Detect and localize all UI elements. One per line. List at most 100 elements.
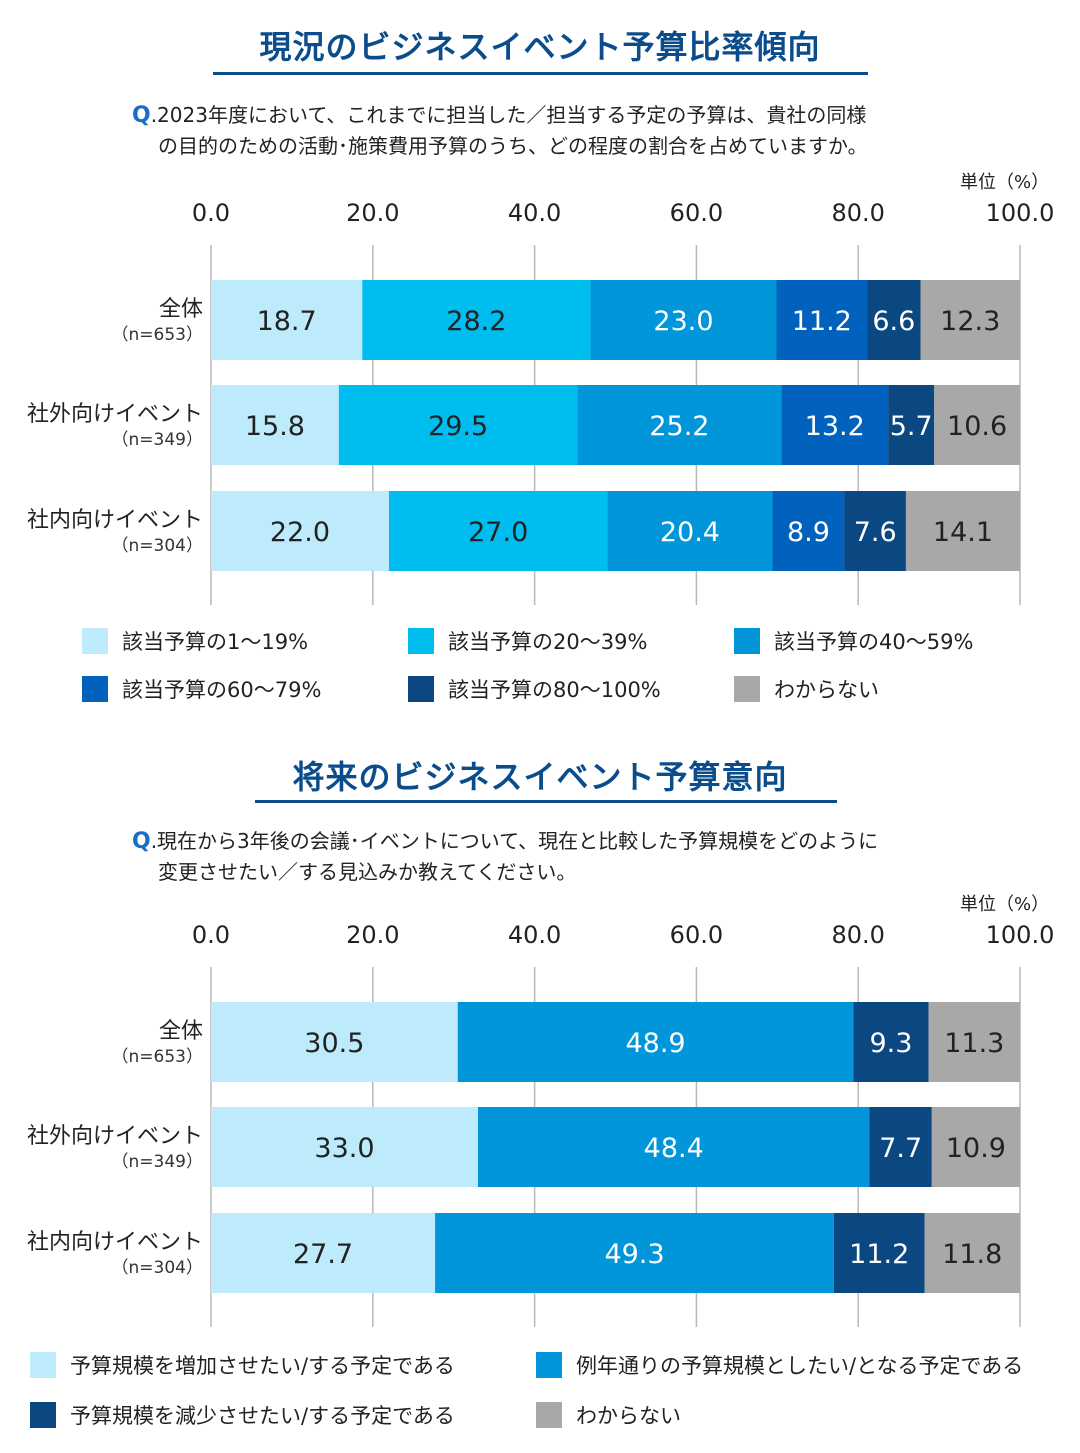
chart1-bar-segment	[867, 280, 921, 360]
chart1-bar-segment	[211, 280, 363, 360]
chart1-data-label: 28.2	[446, 306, 506, 337]
chart2-data-label: 30.5	[304, 1028, 364, 1059]
chart1-legend-label: 該当予算の80～100%	[448, 678, 661, 702]
chart2-legend-item: 予算規模を増加させたい/する予定である	[30, 1350, 455, 1380]
chart1-legend-label: 該当予算の1～19%	[122, 630, 309, 654]
chart2-bar-segment	[211, 1002, 458, 1082]
chart1-legend-swatch	[82, 628, 108, 654]
chart2-bar-segment	[477, 1107, 870, 1187]
chart1-bar-segment	[772, 491, 845, 571]
chart2-title-underline	[255, 800, 837, 803]
chart2-tick-label: 80.0	[831, 921, 884, 949]
chart2-bar-segment	[457, 1002, 854, 1082]
chart1-data-label: 5.7	[890, 411, 933, 442]
chart2-bar-segment	[931, 1107, 1020, 1187]
chart2-legend-item: わからない	[536, 1400, 681, 1430]
chart2-legend-item: 例年通りの予算規模としたい/となる予定である	[536, 1350, 1023, 1380]
chart2-tick-label: 100.0	[986, 921, 1055, 949]
chart1-legend-item: 該当予算の80～100%	[408, 674, 661, 704]
chart2-bar-segment	[924, 1213, 1020, 1293]
chart1-bar-segment	[211, 385, 339, 465]
chart1-plot: 0.0 20.0 40.0 60.0 80.0 100.0 全体 （n=653） 社外向けイベン…	[27, 199, 1055, 605]
chart1-category-n: （n=349）	[112, 430, 203, 450]
chart2-legend: 予算規模を増加させたい/する予定である 例年通りの予算規模としたい/となる予定であ…	[0, 1350, 1080, 1440]
chart1-tick-label: 100.0	[986, 199, 1055, 227]
chart1-title: 現況のビジネスイベント予算比率傾向	[259, 28, 821, 66]
chart1-legend: 該当予算の1～19% 該当予算の20～39% 該当予算の40～59% 該当予算の60～…	[0, 626, 1080, 716]
chart1-bar-segment	[362, 280, 591, 360]
chart2-category-label: 全体	[159, 1019, 203, 1044]
chart2-category-n: （n=349）	[112, 1152, 203, 1172]
chart1-question-line2: の目的のための活動･施策費用予算のうち、どの程度の割合を占めていますか。	[158, 134, 868, 158]
chart1-bar-segment	[338, 385, 578, 465]
chart1-tick-label: 80.0	[831, 199, 884, 227]
chart1-legend-label: 該当予算の20～39%	[448, 630, 648, 654]
chart1-legend-label: 該当予算の60～79%	[122, 678, 322, 702]
chart2-legend-label: わからない	[576, 1404, 681, 1428]
chart1-tick-label: 40.0	[508, 199, 561, 227]
chart1-legend-swatch	[734, 676, 760, 702]
chart2-bar-segment	[869, 1107, 932, 1187]
chart2-bar-segment	[435, 1213, 834, 1293]
chart1-category-label: 全体	[159, 297, 203, 322]
chart2-data-label: 11.2	[849, 1239, 909, 1270]
chart1-bar-segment	[577, 385, 782, 465]
chart1-legend-item: 該当予算の1～19%	[82, 626, 308, 656]
chart1-data-label: 27.0	[468, 517, 528, 548]
chart2-bar-segment	[211, 1213, 436, 1293]
chart1-legend-label: 該当予算の40～59%	[774, 630, 974, 654]
chart1-category-n: （n=304）	[112, 536, 203, 556]
chart2-data-label: 49.3	[604, 1239, 664, 1270]
chart1-data-label: 6.6	[872, 306, 915, 337]
chart2-data-label: 9.3	[869, 1028, 912, 1059]
chart1-legend-item: 該当予算の60～79%	[82, 674, 321, 704]
chart1-bar-segment	[388, 491, 608, 571]
chart1-question-line1: .2023年度において、これまでに担当した／担当する予定の予算は、貴社の同様	[150, 103, 867, 127]
chart1-bar-segment	[905, 491, 1020, 571]
chart1-data-label: 14.1	[933, 517, 993, 548]
chart2-category-n: （n=653）	[112, 1047, 203, 1067]
chart1-data-label: 13.2	[805, 411, 865, 442]
chart2-bar-segment	[853, 1002, 929, 1082]
chart1-data-label: 10.6	[947, 411, 1007, 442]
chart1-data-label: 23.0	[653, 306, 713, 337]
question-mark: Q	[132, 103, 151, 128]
chart1-data-label: 25.2	[649, 411, 709, 442]
chart2-legend-label: 予算規模を増加させたい/する予定である	[70, 1354, 455, 1378]
chart1-data-label: 11.2	[792, 306, 852, 337]
chart1-legend-swatch	[408, 628, 434, 654]
chart1-title-underline	[213, 72, 868, 75]
chart1-bar-segment	[211, 491, 389, 571]
chart2-category-label: 社内向けイベント	[27, 1230, 203, 1255]
chart2-data-label: 27.7	[293, 1239, 353, 1270]
chart2-tick-label: 60.0	[670, 921, 723, 949]
chart2-category-n: （n=304）	[112, 1258, 203, 1278]
chart1-data-label: 8.9	[787, 517, 830, 548]
chart1-legend-label: わからない	[774, 678, 879, 702]
question-mark: Q	[132, 829, 151, 854]
chart2-data-label: 48.4	[644, 1133, 704, 1164]
chart2-category-label: 社外向けイベント	[27, 1124, 203, 1149]
chart1-category-label: 社内向けイベント	[27, 508, 203, 533]
chart2-tick-label: 20.0	[346, 921, 399, 949]
chart2-data-label: 11.8	[942, 1239, 1002, 1270]
chart1-tick-label: 20.0	[346, 199, 399, 227]
chart2-question: Q.現在から3年後の会議･イベントについて、現在と比較した予算規模をどのように …	[132, 826, 1032, 887]
chart2-legend-label: 例年通りの予算規模としたい/となる予定である	[576, 1354, 1024, 1378]
chart2-data-label: 48.9	[625, 1028, 685, 1059]
chart2-bar-segment	[928, 1002, 1020, 1082]
chart1-bar-segment	[888, 385, 935, 465]
chart2-legend-swatch	[536, 1402, 562, 1428]
chart2-tick-label: 0.0	[192, 921, 230, 949]
chart2-unit-label: 単位（%）	[960, 894, 1050, 915]
chart1-data-label: 15.8	[245, 411, 305, 442]
chart2-legend-label: 予算規模を減少させたい/する予定である	[70, 1404, 455, 1428]
chart1-unit-label: 単位（%）	[960, 172, 1050, 193]
chart1-legend-item: 該当予算の20～39%	[408, 626, 647, 656]
chart1-bar-segment	[844, 491, 906, 571]
chart2-legend-item: 予算規模を減少させたい/する予定である	[30, 1400, 455, 1430]
chart2-bar-segment	[211, 1107, 478, 1187]
chart1-category-label: 社外向けイベント	[27, 402, 203, 427]
chart1-legend-swatch	[82, 676, 108, 702]
chart1-data-label: 29.5	[428, 411, 488, 442]
